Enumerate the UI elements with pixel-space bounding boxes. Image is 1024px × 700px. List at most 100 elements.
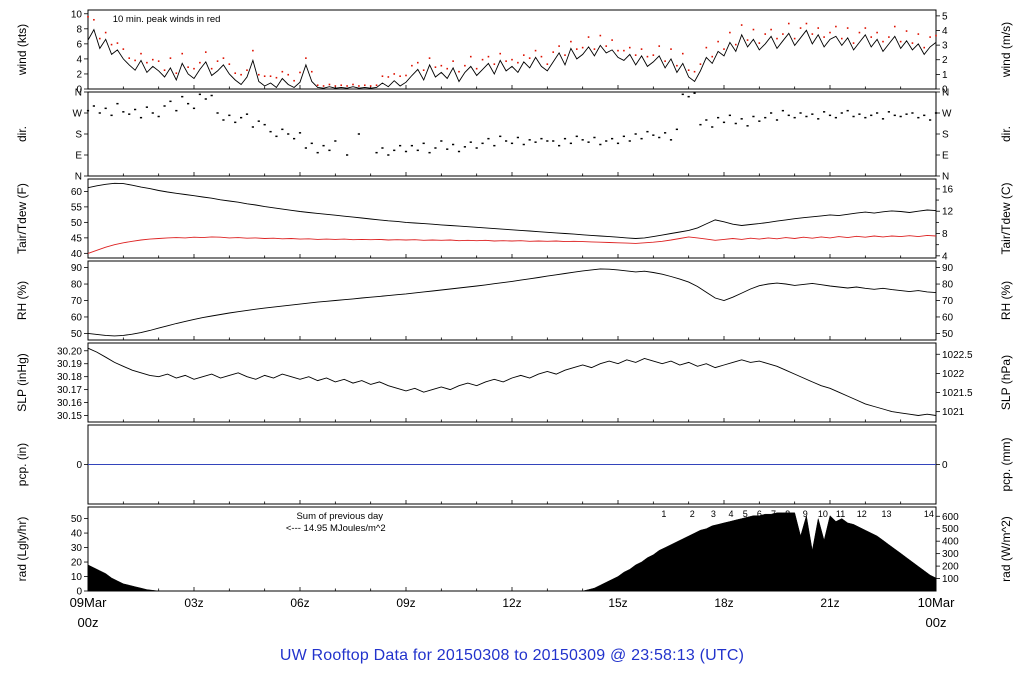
annotation-rad: <--- 14.95 MJoules/m^2 — [286, 523, 386, 534]
y-tick-label-right: 300 — [942, 549, 959, 560]
series-wind-peak — [87, 15, 937, 87]
series-wind-speed — [87, 28, 937, 89]
chart-title: UW Rooftop Data for 20150308 to 20150309… — [279, 647, 745, 664]
series-direction — [86, 92, 938, 156]
cumulative-marker: 1 — [661, 509, 666, 519]
y-tick-label-left: 60 — [71, 312, 83, 323]
cumulative-marker: 5 — [743, 509, 748, 519]
start-hour-label: 00z — [78, 615, 99, 630]
y-tick-label-left: 4 — [76, 54, 82, 65]
end-hour-label: 00z — [926, 615, 947, 630]
y-tick-label-right: 4 — [942, 26, 948, 37]
y-tick-label-left: 2 — [76, 69, 82, 80]
y-tick-label-left: 60 — [71, 187, 83, 198]
y-tick-label-left: 90 — [71, 263, 83, 274]
y-tick-label-left: N — [75, 88, 82, 99]
cumulative-marker: 9 — [803, 509, 808, 519]
y-tick-label-left: 0 — [76, 587, 82, 598]
y-tick-label-right: 0 — [942, 460, 948, 471]
y-tick-label-left: 30.18 — [57, 372, 82, 383]
cumulative-marker: 6 — [757, 509, 762, 519]
y-tick-label-left: 45 — [71, 233, 83, 244]
series-tdew — [87, 234, 937, 254]
x-tick-label: 09z — [396, 596, 415, 610]
axis-title-left-pcp: pcp. (in) — [15, 443, 29, 486]
panel-rh: 50 60 70 80 90 50 60 70 80 90 RH (%) RH (%) — [15, 260, 1013, 341]
y-tick-label-right: 1021 — [942, 407, 965, 418]
y-tick-label-left: 30.19 — [57, 359, 82, 370]
cumulative-marker: 2 — [690, 509, 695, 519]
y-tick-label-left: 10 — [71, 572, 83, 583]
y-tick-label-left: W — [73, 109, 83, 120]
y-tick-label-left: 6 — [76, 39, 82, 50]
y-tick-label-right: W — [942, 109, 952, 120]
y-tick-label-right: S — [942, 130, 949, 141]
axis-title-left-wind: wind (kts) — [15, 24, 29, 76]
y-tick-label-left: 50 — [71, 514, 83, 525]
y-tick-label-right: N — [942, 88, 949, 99]
annotation-wind: 10 min. peak winds in red — [113, 14, 221, 25]
y-tick-label-left: 50 — [71, 329, 83, 340]
x-tick-label: 03z — [184, 596, 203, 610]
y-tick-label-left: 0 — [76, 460, 82, 471]
x-tick-label: 21z — [820, 596, 839, 610]
y-tick-label-right: 600 — [942, 512, 959, 523]
axis-title-left-temp: Tair/Tdew (F) — [15, 183, 29, 254]
axis-title-right-rad: rad (W/m^2) — [999, 516, 1013, 582]
y-tick-label-left: 30.20 — [57, 346, 82, 357]
axis-title-left-dir: dir. — [15, 126, 29, 142]
x-tick-label: 06z — [290, 596, 309, 610]
cumulative-marker: 11 — [836, 509, 845, 519]
series-radiation — [87, 512, 937, 592]
y-tick-label-left: 80 — [71, 280, 83, 291]
y-tick-label-left: 50 — [71, 218, 83, 229]
meteogram-page: 0 2 4 6 8 10 0 1 2 3 4 5 wind (kts) wind (m/s) 10 min.… — [15, 9, 1013, 664]
y-tick-label-left: S — [75, 130, 82, 141]
panel-pcp: 0 0 pcp. (in) pcp. (mm) — [15, 424, 1013, 505]
panel-border-rh — [87, 260, 937, 341]
y-tick-label-right: 5 — [942, 11, 948, 22]
axis-title-left-rh: RH (%) — [15, 281, 29, 320]
y-tick-label-right: E — [942, 151, 949, 162]
y-tick-label-left: 40 — [71, 249, 83, 260]
y-tick-label-right: 400 — [942, 537, 959, 548]
y-tick-label-left: 0 — [76, 85, 82, 96]
axis-title-right-slp: SLP (hPa) — [999, 355, 1013, 410]
axis-title-right-rh: RH (%) — [999, 281, 1013, 320]
series-tair — [87, 182, 937, 239]
y-tick-label-left: 20 — [71, 558, 83, 569]
start-date-label: 09Mar — [70, 595, 108, 610]
y-tick-label-right: 8 — [942, 229, 948, 240]
y-tick-label-right: 500 — [942, 524, 959, 535]
axis-title-left-rad: rad (Lgly/hr) — [15, 517, 29, 582]
y-tick-label-right: 80 — [942, 280, 954, 291]
cumulative-marker: 4 — [729, 509, 734, 519]
y-tick-label-right: 3 — [942, 41, 948, 52]
y-tick-label-left: 30.15 — [57, 411, 82, 422]
end-date-label: 10Mar — [918, 595, 956, 610]
y-tick-label-right: 90 — [942, 263, 954, 274]
cumulative-marker: 10 — [818, 509, 828, 519]
y-tick-label-right: 1021.5 — [942, 388, 973, 399]
y-tick-label-left: E — [75, 151, 82, 162]
y-tick-label-right: 0 — [942, 85, 948, 96]
cumulative-marker: 8 — [785, 509, 790, 519]
y-tick-label-left: 10 — [71, 9, 83, 20]
y-tick-label-left: 55 — [71, 202, 83, 213]
cumulative-marker: 13 — [882, 509, 892, 519]
y-tick-label-right: 2 — [942, 55, 948, 66]
panel-slp: 30.15 30.16 30.17 30.18 30.19 30.20 1021 1021.5… — [15, 342, 1013, 423]
series-slp — [87, 347, 937, 416]
axis-title-right-dir: dir. — [999, 126, 1013, 142]
annotation-rad: Sum of previous day — [296, 511, 383, 522]
x-tick-label: 15z — [608, 596, 627, 610]
y-tick-label-right: 16 — [942, 184, 954, 195]
cumulative-marker: 7 — [771, 509, 776, 519]
x-tick-label: 12z — [502, 596, 521, 610]
y-tick-label-left: 30 — [71, 543, 83, 554]
y-tick-label-left: 30.17 — [57, 385, 82, 396]
y-tick-label-left: 8 — [76, 24, 82, 35]
